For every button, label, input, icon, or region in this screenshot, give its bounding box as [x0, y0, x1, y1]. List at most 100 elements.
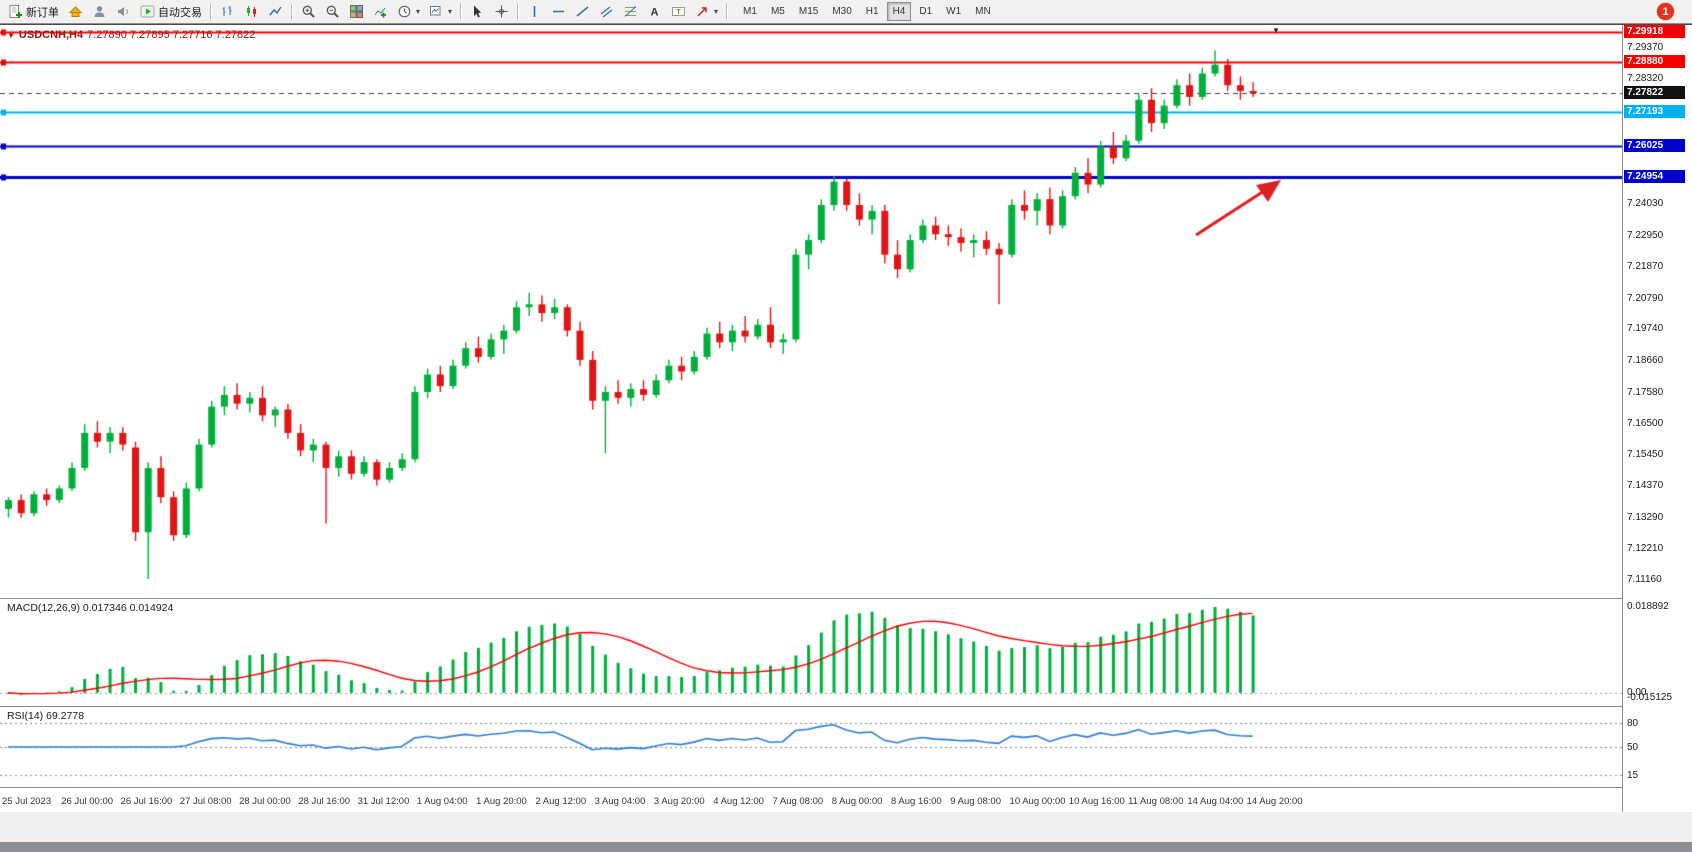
auto-trading-button[interactable]: 自动交易: [136, 1, 206, 23]
rsi-level-80: 80: [1627, 717, 1639, 729]
new-order-label: 新订单: [26, 6, 59, 19]
arrows-button[interactable]: ▾: [691, 1, 722, 23]
price-label-7.19740: 7.19740: [1627, 323, 1664, 335]
price-label-7.22950: 7.22950: [1627, 229, 1664, 241]
time-label-11: 3 Aug 20:00: [653, 796, 705, 807]
text-label-icon: T: [671, 4, 686, 19]
timeframe-button-m30[interactable]: M30: [832, 6, 852, 17]
macd-axis-min: -0.015125: [1627, 692, 1673, 703]
zoom-out-button[interactable]: [321, 1, 344, 23]
candlestick-chart-button[interactable]: [240, 1, 263, 23]
vertical-line-button[interactable]: [523, 1, 546, 23]
templates-button[interactable]: ▾: [425, 1, 456, 23]
fibonacci-button[interactable]: [619, 1, 642, 23]
text-label-button[interactable]: T: [667, 1, 690, 23]
text-button[interactable]: A: [643, 1, 666, 23]
panel-splitter: [0, 787, 1692, 788]
timeframe-button-h1[interactable]: H1: [865, 6, 879, 17]
time-label-10: 3 Aug 04:00: [594, 796, 646, 807]
time-label-9: 2 Aug 12:00: [535, 796, 587, 807]
price-label-7.24030: 7.24030: [1627, 198, 1664, 210]
fibonacci-icon: [623, 4, 638, 19]
svg-text:T: T: [676, 7, 681, 16]
price-label-7.14370: 7.14370: [1627, 480, 1664, 492]
timeframe-button-m15[interactable]: M15: [798, 6, 819, 17]
time-label-1: 26 Jul 00:00: [61, 796, 114, 807]
macd-axis-max: 0.018892: [1627, 601, 1669, 612]
timeframe-button-h4[interactable]: H4: [886, 2, 912, 21]
timeframe-button-mn[interactable]: MN: [975, 6, 991, 17]
time-axis[interactable]: 25 Jul 2023 26 Jul 00:00 26 Jul 16:00 27 Ju…: [0, 788, 1622, 812]
line-chart-icon: [268, 4, 283, 19]
new-order-icon: [8, 4, 23, 19]
signals-button[interactable]: [88, 1, 111, 23]
cursor-icon: [470, 4, 485, 19]
chart-shift-marker[interactable]: ▼: [1272, 26, 1280, 35]
chart-title: ▼ USDCNH,H4 7.27890 7.27895 7.27716 7.27…: [7, 29, 255, 41]
macd-axis-zero: 0.00: [1627, 686, 1647, 698]
notification-badge[interactable]: 1: [1657, 3, 1674, 20]
time-label-12: 4 Aug 12:00: [713, 796, 764, 807]
zoom-in-button[interactable]: [297, 1, 320, 23]
templates-icon: [429, 4, 444, 19]
rsi-indicator-label: RSI(14) 69.2778: [7, 710, 85, 722]
time-label-0: 25 Jul 2023: [2, 796, 52, 807]
time-label-19: 11 Aug 08:00: [1128, 796, 1184, 807]
bottom-bar: [0, 842, 1692, 852]
timeframe-button-m1[interactable]: M1: [743, 6, 757, 17]
indicators-button[interactable]: [369, 1, 392, 23]
price-label-7.13290: 7.13290: [1627, 511, 1664, 523]
chart-window-border: [0, 24, 1692, 25]
timeframe-group: M1 M5 M15 M30 H1 H4 D1 W1 MN: [736, 2, 998, 21]
trendline-button[interactable]: [571, 1, 594, 23]
crosshair-icon: [494, 4, 509, 19]
channel-button[interactable]: [595, 1, 618, 23]
time-label-17: 10 Aug 00:00: [1009, 796, 1066, 807]
main-chart-canvas[interactable]: [0, 25, 1622, 598]
timeframe-button-m5[interactable]: M5: [770, 6, 785, 17]
price-label-7.29370: 7.29370: [1627, 42, 1664, 54]
auto-trading-label: 自动交易: [158, 6, 202, 19]
price-axis[interactable]: 7.29918 7.29370 7.28880 7.28320 7.27822 7.271…: [1622, 25, 1692, 812]
time-label-18: 10 Aug 16:00: [1068, 796, 1125, 807]
tile-windows-button[interactable]: [345, 1, 368, 23]
toolbar: 新订单 自动交易: [0, 0, 1692, 24]
indicators-icon: [373, 4, 388, 19]
time-label-4: 28 Jul 00:00: [239, 796, 291, 807]
time-label-20: 14 Aug 04:00: [1187, 796, 1244, 807]
toolbar-separator: [726, 3, 729, 20]
bar-chart-button[interactable]: [216, 1, 239, 23]
market-button[interactable]: [64, 1, 87, 23]
price-label-7.27193: 7.27193: [1624, 104, 1685, 118]
time-label-3: 27 Jul 08:00: [179, 796, 232, 807]
macd-panel-canvas[interactable]: [0, 599, 1622, 706]
time-label-7: 1 Aug 04:00: [416, 796, 468, 807]
bar-chart-icon: [220, 4, 235, 19]
panel-splitter[interactable]: [0, 598, 1692, 599]
time-label-13: 7 Aug 08:00: [772, 796, 824, 807]
rsi-panel-canvas[interactable]: [0, 707, 1622, 787]
timeframe-button-w1[interactable]: W1: [946, 6, 962, 17]
price-label-7.16500: 7.16500: [1627, 418, 1664, 430]
price-label-7.29918: 7.29918: [1624, 25, 1685, 39]
new-order-button[interactable]: 新订单: [4, 1, 63, 23]
news-button[interactable]: [112, 1, 135, 23]
price-label-7.11160: 7.11160: [1627, 574, 1662, 586]
panel-splitter[interactable]: [0, 706, 1692, 707]
vertical-line-icon: [527, 4, 542, 19]
symbol-period-label: USDCNH,H4: [18, 29, 84, 41]
horizontal-line-button[interactable]: [547, 1, 570, 23]
line-chart-button[interactable]: [264, 1, 287, 23]
timeframe-button-d1[interactable]: D1: [919, 6, 933, 17]
text-icon: A: [647, 4, 662, 19]
tile-windows-icon: [349, 4, 364, 19]
clock-icon: [397, 4, 412, 19]
profile-icon: [92, 4, 107, 19]
crosshair-button[interactable]: [490, 1, 513, 23]
price-label-7.21870: 7.21870: [1627, 261, 1664, 273]
time-label-8: 1 Aug 20:00: [476, 796, 527, 807]
cursor-button[interactable]: [466, 1, 489, 23]
window-background: [0, 812, 1692, 842]
arrow-object-icon: [695, 4, 710, 19]
periods-button[interactable]: ▾: [393, 1, 424, 23]
